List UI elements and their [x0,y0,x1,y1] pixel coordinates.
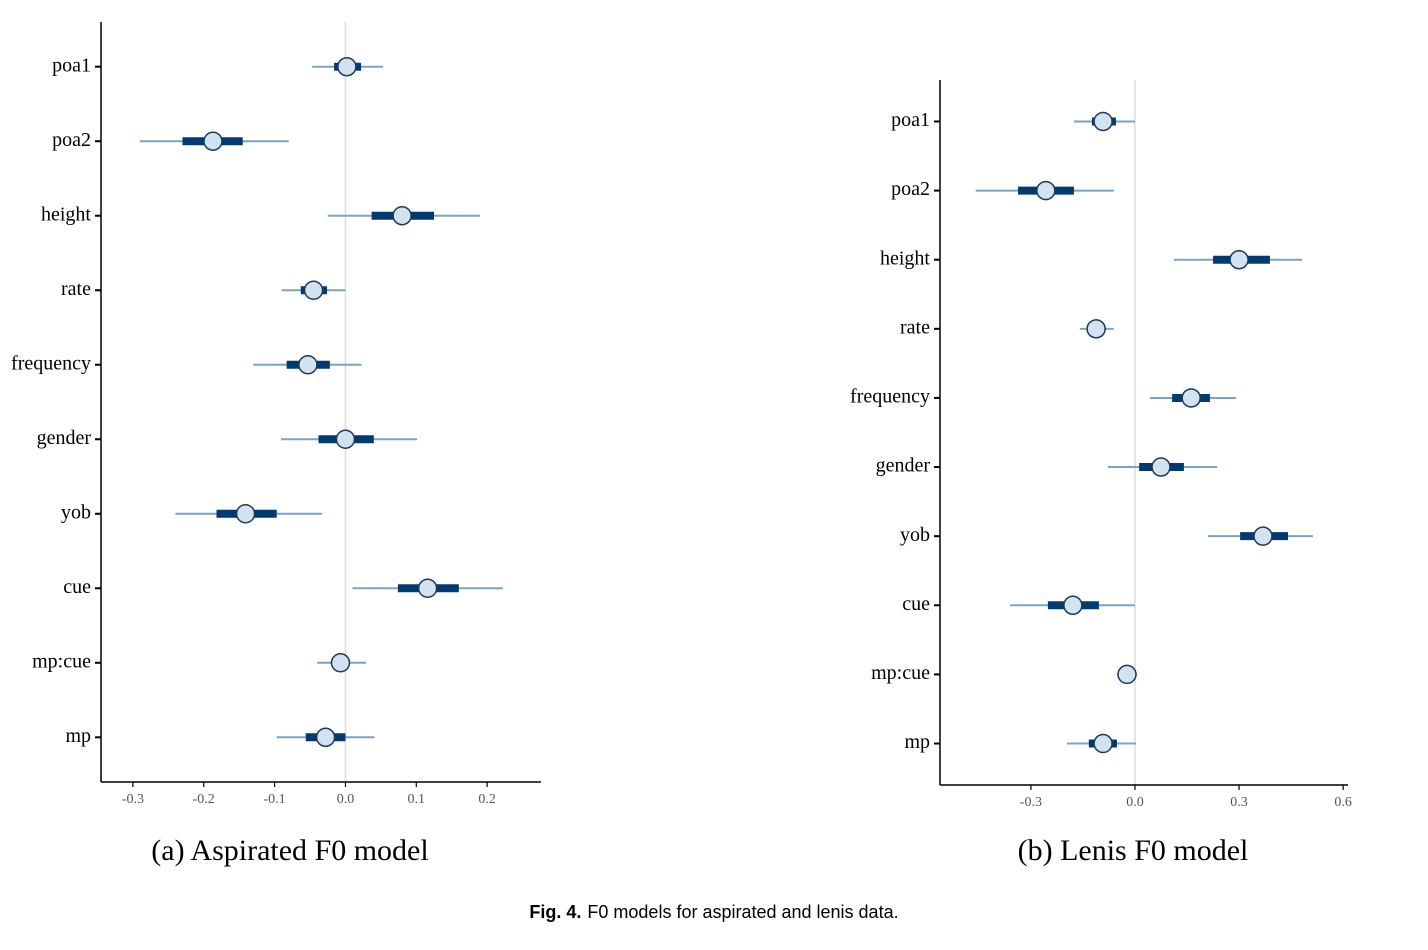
subfigure-caption: (b) Lenis F0 model [1018,834,1249,867]
point-estimate [235,504,256,524]
point-estimate [203,131,223,151]
y-tick-label: cue [63,576,91,598]
y-tick-label: rate [900,316,930,338]
point-estimate [1229,249,1249,270]
point-estimate [1151,457,1171,477]
point-estimate [1063,595,1083,616]
point-estimate [392,205,412,226]
y-tick-label: mp:cue [32,650,91,672]
x-tick-label: 0.2 [478,792,496,807]
x-tick-label: -0.3 [1020,795,1042,810]
x-tick-label: 0.0 [337,792,355,807]
point-estimate [1181,388,1201,408]
y-tick-label: cue [902,593,930,615]
point-estimate [1093,111,1113,132]
x-tick-label: -0.1 [264,792,286,807]
point-estimate [1036,180,1056,201]
y-tick-label: gender [37,427,92,449]
x-tick-label: 0.1 [408,792,426,807]
point-estimate [1117,664,1137,685]
y-tick-label: yob [900,524,930,546]
point-estimate [303,280,324,300]
subfigure-caption: (a) Aspirated F0 model [151,834,428,867]
caption-label: Fig. 4. [529,902,582,922]
x-tick-label: 0.6 [1334,795,1352,810]
y-tick-label: poa2 [52,129,91,151]
point-estimate [1253,526,1273,546]
y-tick-label: mp [65,725,91,747]
y-tick-label: poa1 [52,54,91,76]
y-tick-label: rate [61,278,91,300]
y-tick-label: mp [904,731,930,753]
y-tick-label: gender [876,455,931,477]
point-estimate [417,578,438,599]
y-tick-label: poa1 [891,109,930,131]
y-tick-label: mp:cue [871,662,930,684]
y-tick-label: yob [61,501,91,523]
point-estimate [337,56,357,77]
x-tick-label: 0.3 [1230,795,1248,810]
y-tick-label: frequency [850,386,930,408]
point-estimate [315,727,336,748]
y-tick-label: frequency [11,352,91,374]
y-tick-label: height [880,247,930,269]
x-tick-label: 0.0 [1126,795,1144,810]
x-tick-label: -0.2 [193,792,215,807]
x-tick-label: -0.3 [122,792,144,807]
point-estimate [1086,319,1106,339]
caption-text: F0 models for aspirated and lenis data. [587,902,899,922]
point-estimate [335,429,356,450]
y-tick-label: height [41,203,91,225]
point-estimate [298,354,318,375]
point-estimate [330,653,351,673]
figure-caption: Fig. 4. F0 models for aspirated and lenis… [0,902,1428,923]
y-tick-label: poa2 [891,178,930,200]
point-estimate [1093,733,1113,754]
